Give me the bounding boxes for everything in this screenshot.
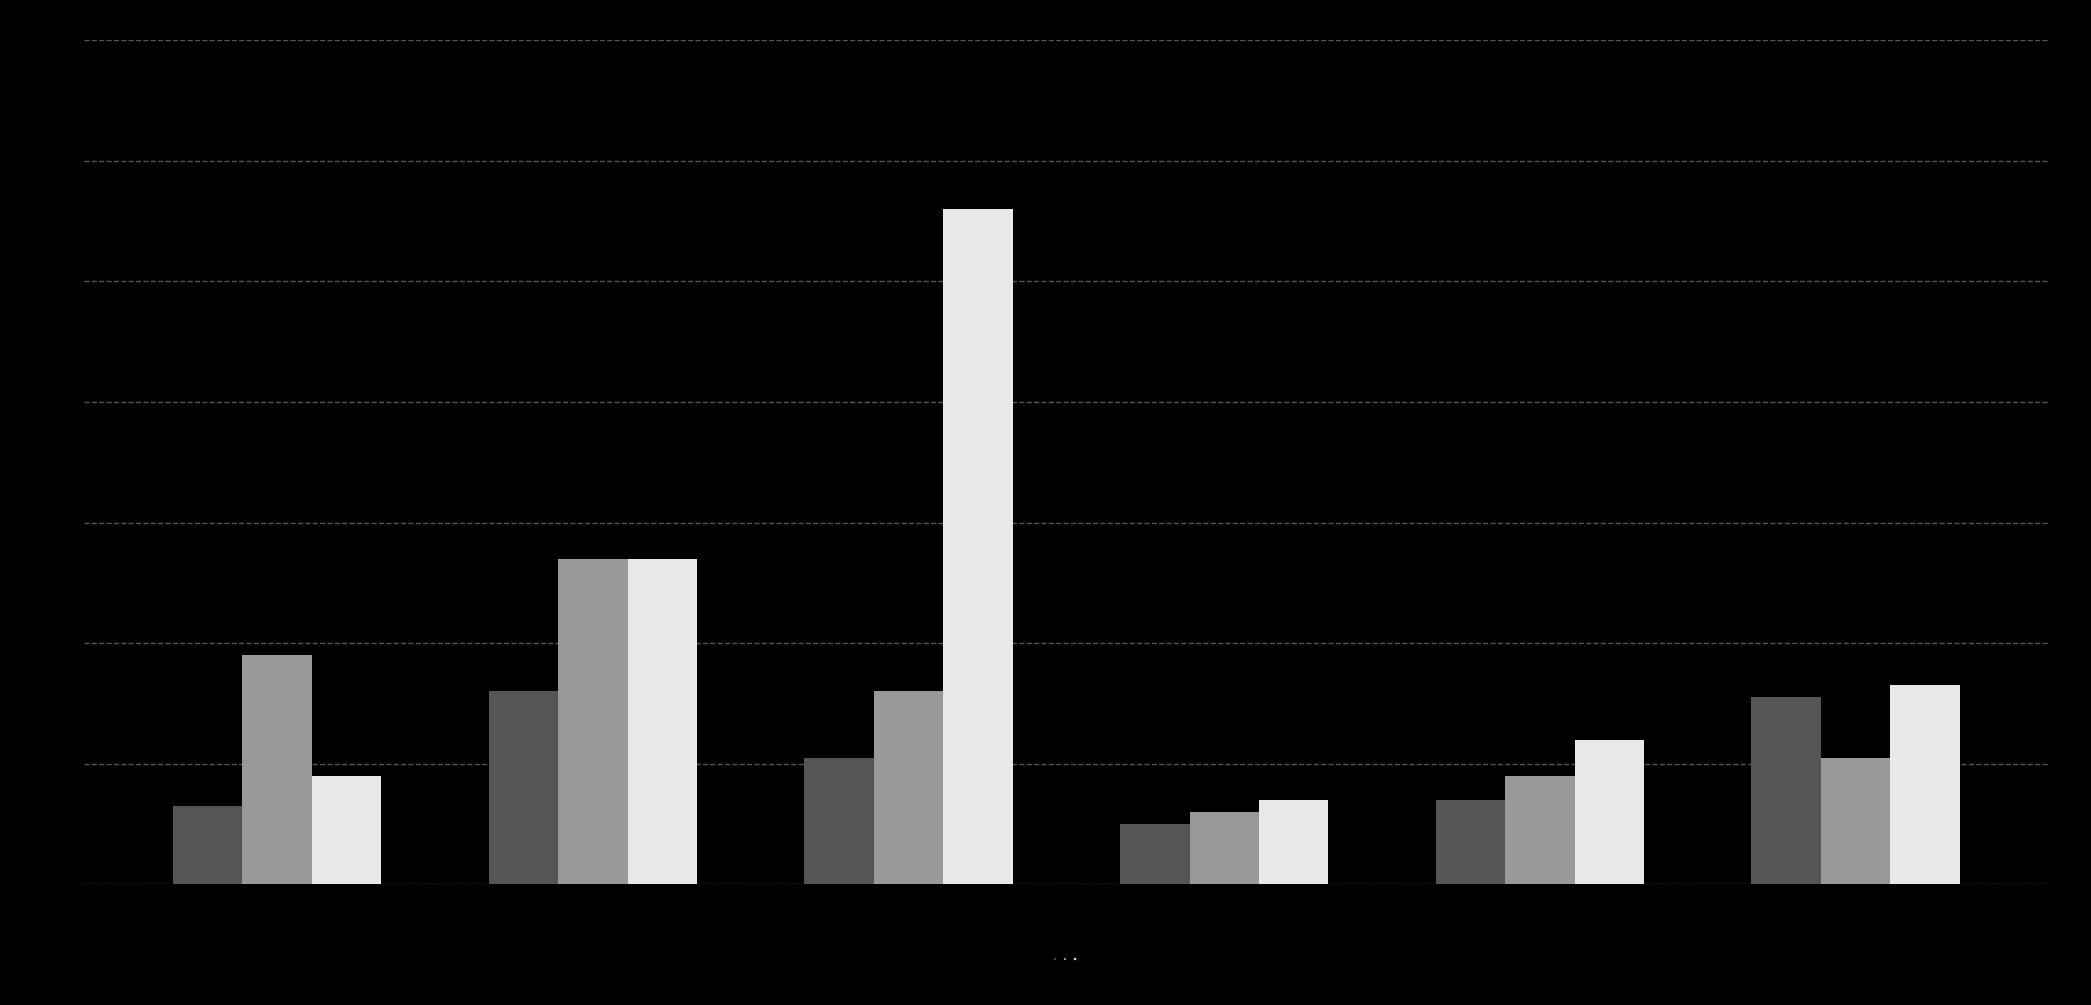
Bar <box>1437 800 1506 884</box>
Bar <box>558 559 627 884</box>
Bar <box>1575 740 1644 884</box>
Bar <box>1890 685 1959 884</box>
Bar <box>489 691 558 884</box>
Bar <box>1190 812 1259 884</box>
Bar <box>1821 758 1890 884</box>
Bar <box>174 806 243 884</box>
Bar <box>1121 824 1190 884</box>
Bar <box>805 758 874 884</box>
Bar <box>943 209 1012 884</box>
Bar <box>243 655 312 884</box>
Bar <box>874 691 943 884</box>
Bar <box>1506 776 1575 884</box>
Bar <box>1259 800 1328 884</box>
Bar <box>312 776 381 884</box>
Bar <box>627 559 696 884</box>
Bar <box>1752 697 1821 884</box>
Legend: 2008-2009, 2001-2002, 2020: 2008-2009, 2001-2002, 2020 <box>1054 958 1079 960</box>
